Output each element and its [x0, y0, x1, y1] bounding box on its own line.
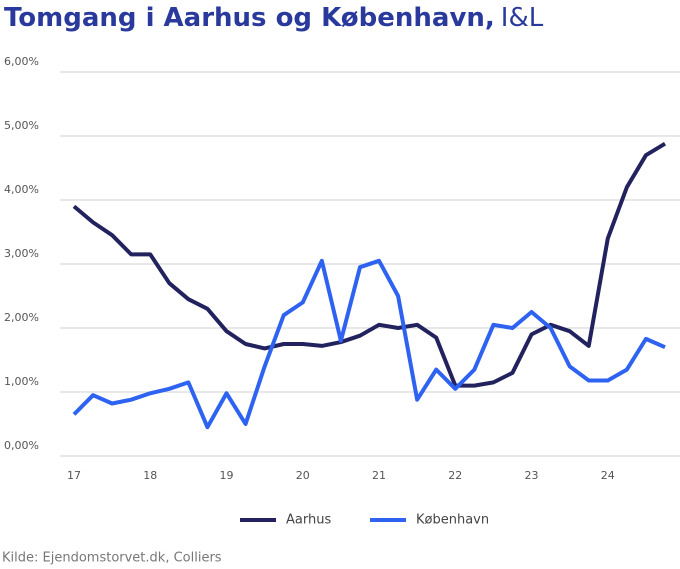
legend-label: Aarhus — [286, 513, 331, 528]
y-tick-label: 6,00% — [4, 55, 39, 68]
chart-subtitle: I&L — [501, 3, 544, 33]
x-tick-label: 22 — [448, 469, 462, 482]
y-tick-label: 2,00% — [4, 311, 39, 324]
x-tick-label: 20 — [296, 469, 310, 482]
chart-title: Tomgang i Aarhus og København, — [4, 3, 495, 33]
x-tick-label: 18 — [143, 469, 157, 482]
y-tick-label: 5,00% — [4, 119, 39, 132]
y-tick-label: 4,00% — [4, 183, 39, 196]
y-tick-label: 1,00% — [4, 375, 39, 388]
legend-label: København — [416, 513, 489, 528]
line-series — [72, 141, 667, 388]
x-tick-label: 23 — [525, 469, 539, 482]
x-tick-label: 21 — [372, 469, 386, 482]
x-tick-label: 19 — [220, 469, 234, 482]
chart-title-line: Tomgang i Aarhus og København, I&L — [4, 3, 544, 33]
line-series — [72, 258, 666, 430]
x-tick-label: 24 — [601, 469, 615, 482]
y-tick-label: 0,00% — [4, 439, 39, 452]
y-tick-label: 3,00% — [4, 247, 39, 260]
source: Kilde: Ejendomstorvet.dk, Colliers — [2, 551, 222, 566]
x-tick-label: 17 — [67, 469, 81, 482]
